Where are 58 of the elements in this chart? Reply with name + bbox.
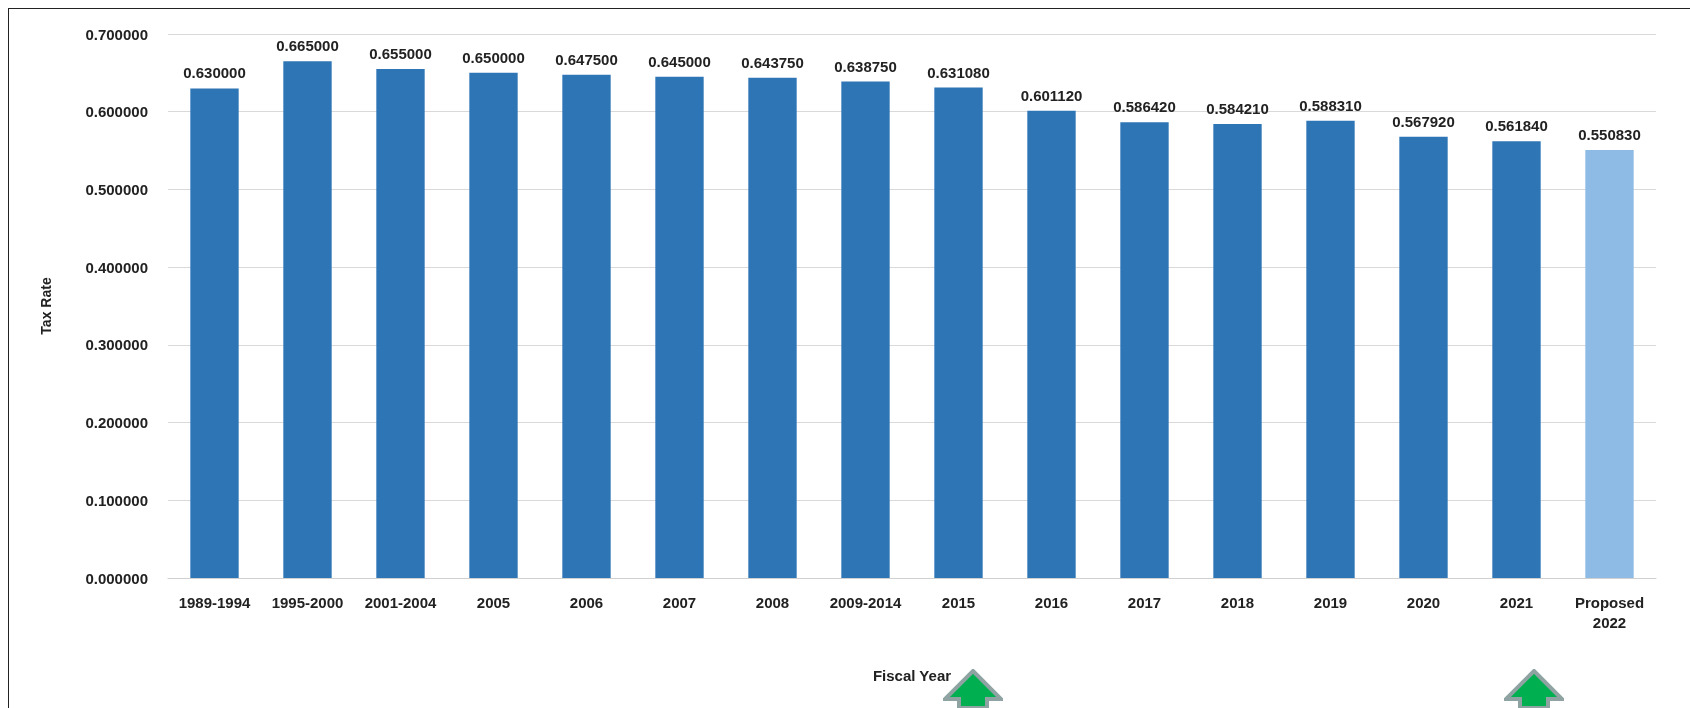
x-tick-label: 2007 — [662, 593, 697, 611]
bar — [283, 61, 332, 578]
bar — [1492, 141, 1541, 578]
x-tick-label: Proposed 2022 — [1574, 593, 1645, 631]
bar — [1213, 123, 1262, 578]
x-tick-label: 2009-2014 — [829, 593, 903, 611]
bar — [934, 87, 983, 578]
y-tick-label: 0.000000 — [85, 569, 148, 587]
bar — [376, 68, 425, 578]
bar — [469, 72, 518, 578]
data-label: 0.567920 — [1392, 112, 1455, 130]
bar — [1027, 110, 1076, 578]
y-tick-label: 0.200000 — [85, 414, 148, 432]
data-label: 0.638750 — [834, 57, 897, 75]
data-label: 0.650000 — [462, 48, 525, 66]
x-tick-label: 2008 — [755, 593, 790, 611]
data-label: 0.645000 — [648, 52, 711, 70]
bar — [1399, 136, 1448, 578]
x-tick-label: 2019 — [1313, 593, 1348, 611]
x-tick-label: 2005 — [476, 593, 511, 611]
y-tick-label: 0.100000 — [85, 491, 148, 509]
y-tick-label: 0.400000 — [85, 258, 148, 276]
data-label: 0.561840 — [1485, 117, 1548, 135]
y-tick-label: 0.300000 — [85, 336, 148, 354]
data-label: 0.655000 — [369, 44, 432, 62]
data-label: 0.647500 — [555, 50, 618, 68]
bar — [1585, 149, 1634, 578]
y-tick-label: 0.700000 — [85, 25, 148, 43]
x-tick-label: 2001-2004 — [364, 593, 438, 611]
data-label: 0.643750 — [741, 53, 804, 71]
x-tick-label: 2020 — [1406, 593, 1441, 611]
x-tick-label: 1989-1994 — [178, 593, 252, 611]
x-tick-label: 2018 — [1220, 593, 1255, 611]
bar — [1120, 122, 1169, 578]
x-tick-label: 2017 — [1127, 593, 1162, 611]
x-tick-label: 2006 — [569, 593, 604, 611]
y-tick-label: 0.600000 — [85, 103, 148, 121]
x-tick-label: 2021 — [1499, 593, 1534, 611]
x-axis-title: Fiscal Year — [872, 667, 952, 684]
y-tick-label: 0.500000 — [85, 180, 148, 198]
data-label: 0.631080 — [927, 63, 990, 81]
bar — [841, 81, 890, 578]
bar — [1306, 120, 1355, 578]
x-tick-label: 2015 — [941, 593, 976, 611]
data-label: 0.630000 — [183, 64, 246, 82]
y-axis-title: Tax Rate — [38, 277, 54, 335]
data-label: 0.588310 — [1299, 96, 1362, 114]
data-label: 0.601120 — [1020, 86, 1083, 104]
bar — [562, 74, 611, 578]
data-label: 0.586420 — [1113, 98, 1176, 116]
data-label: 0.665000 — [276, 37, 339, 55]
bar — [190, 88, 239, 578]
data-label: 0.584210 — [1206, 99, 1269, 117]
x-tick-label: 2016 — [1034, 593, 1069, 611]
bar — [748, 77, 797, 578]
data-label: 0.550830 — [1578, 125, 1641, 143]
bar — [655, 76, 704, 578]
x-tick-label: 1995-2000 — [271, 593, 344, 611]
